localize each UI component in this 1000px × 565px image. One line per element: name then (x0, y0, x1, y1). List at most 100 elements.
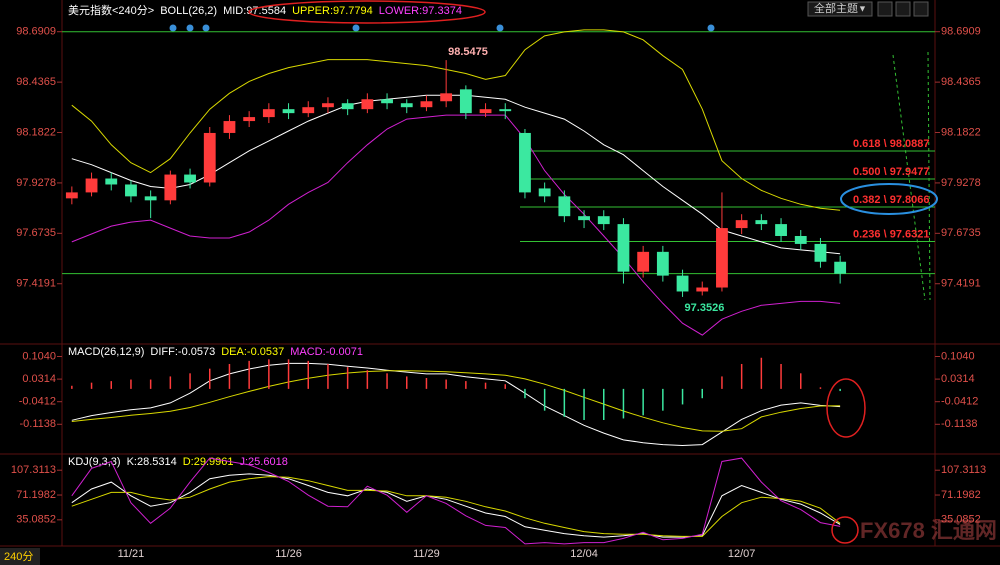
candle-body (637, 251, 650, 272)
highlight-marks (248, 0, 938, 544)
indicator-line (71, 476, 841, 537)
panel-title: MACD(26,12,9) (68, 346, 144, 358)
y-tick-label: 35.0852 (941, 514, 981, 526)
period-tab[interactable] (0, 548, 40, 565)
projection-line (892, 54, 926, 301)
fib-label: 0.618 \ 98.0887 (853, 138, 929, 150)
toolbar: 全部主题 ▼ (807, 1, 929, 17)
candle-body (282, 109, 295, 114)
event-dot[interactable] (186, 24, 194, 32)
panel-header: 美元指数<240分> BOLL(26,2) MID:97.5584 UPPER:97.… (68, 3, 462, 17)
y-tick-label: 107.3113 (11, 464, 56, 476)
highlight-ellipse (840, 183, 938, 215)
readout: DEA:-0.0537 (221, 346, 284, 358)
candle-body (203, 132, 216, 183)
y-tick-label: 97.9278 (16, 177, 56, 189)
candle-body (381, 99, 393, 104)
candle-body (223, 121, 236, 133)
x-tick-label: 12/07 (728, 548, 756, 560)
event-markers (169, 24, 715, 32)
candle-body (85, 178, 98, 193)
candle-body (144, 196, 157, 201)
candle-body (794, 235, 807, 244)
readout: J:25.6018 (240, 456, 288, 468)
candle-body (184, 174, 196, 183)
y-tick-label: 35.0852 (16, 514, 56, 526)
period-label[interactable]: 240分 (4, 550, 33, 563)
readout: UPPER:97.7794 (292, 5, 373, 17)
candle-body (341, 103, 354, 110)
panel-header: KDJ(9,3,3) K:28.5314 D:29.9961 J:25.6018 (68, 456, 288, 468)
candle-body (65, 192, 78, 199)
indicator-line (71, 94, 841, 255)
indicator-line (71, 457, 841, 545)
readout: LOWER:97.3374 (379, 5, 462, 17)
event-dot[interactable] (496, 24, 504, 32)
readout: K:28.5314 (127, 456, 177, 468)
y-tick-label: 98.6909 (941, 26, 981, 38)
y-tick-label: 107.3113 (941, 464, 986, 476)
candle-body (164, 174, 177, 201)
event-dot[interactable] (352, 24, 360, 32)
candle-body (735, 220, 748, 229)
candle-body (105, 178, 118, 185)
candle-body (302, 107, 315, 114)
candle-body (440, 93, 453, 102)
event-dot[interactable] (169, 24, 177, 32)
y-tick-label: 97.6735 (941, 227, 981, 239)
high-label: 98.5475 (448, 46, 488, 58)
candle-body (578, 216, 590, 221)
candle-body (656, 251, 669, 276)
highlight-circle (831, 516, 859, 544)
indicator-line (71, 114, 841, 336)
readout: MACD:-0.0071 (290, 346, 363, 358)
event-dot[interactable] (202, 24, 210, 32)
theme-menu[interactable] (807, 1, 873, 17)
highlight-ellipse (826, 378, 866, 438)
candle-body (814, 243, 827, 262)
y-tick-label: 98.6909 (16, 26, 56, 38)
indicator-line (71, 29, 841, 211)
candle-body (262, 109, 275, 118)
y-tick-label: 97.4191 (941, 278, 981, 290)
y-tick-label: 0.0314 (941, 373, 975, 385)
readout: DIFF:-0.0573 (150, 346, 215, 358)
y-tick-label: 98.4365 (16, 76, 56, 88)
candle-body (420, 101, 433, 108)
candle-body (696, 287, 709, 292)
projection-line (927, 51, 931, 301)
candle-body (479, 109, 492, 114)
candle-body (400, 103, 413, 108)
low-label: 97.3526 (685, 302, 725, 314)
candle-body (775, 224, 787, 236)
candle-body (125, 184, 137, 197)
y-tick-label: 71.1982 (941, 489, 981, 501)
candle-body (676, 275, 689, 292)
x-tick-label: 11/26 (275, 548, 302, 560)
theme-menu-label[interactable]: 全部主题 (814, 1, 858, 15)
panel-title: 美元指数<240分> (68, 3, 154, 17)
candle-body (243, 117, 256, 122)
panel-title: KDJ(9,3,3) (68, 456, 121, 468)
tool-button[interactable] (895, 1, 911, 17)
y-tick-label: 97.6735 (16, 227, 56, 239)
y-tick-label: 97.9278 (941, 177, 981, 189)
x-tick-label: 11/29 (413, 548, 440, 560)
candle-body (716, 228, 728, 288)
candle-body (617, 224, 630, 272)
y-tick-label: -0.0412 (19, 396, 56, 408)
readout: MID:97.5584 (223, 5, 286, 17)
candle-body (322, 103, 334, 108)
event-dot[interactable] (707, 24, 715, 32)
tool-button[interactable] (913, 1, 929, 17)
candle-body (499, 109, 512, 112)
tool-button[interactable] (877, 1, 893, 17)
y-tick-label: 98.1822 (16, 126, 56, 138)
watermark: FX678 汇通网 (860, 518, 997, 543)
dropdown-arrow[interactable]: ▼ (858, 3, 867, 13)
y-tick-label: 98.1822 (941, 126, 981, 138)
candle-body (538, 188, 551, 197)
candle-body (597, 216, 610, 225)
candle-body (834, 261, 847, 274)
